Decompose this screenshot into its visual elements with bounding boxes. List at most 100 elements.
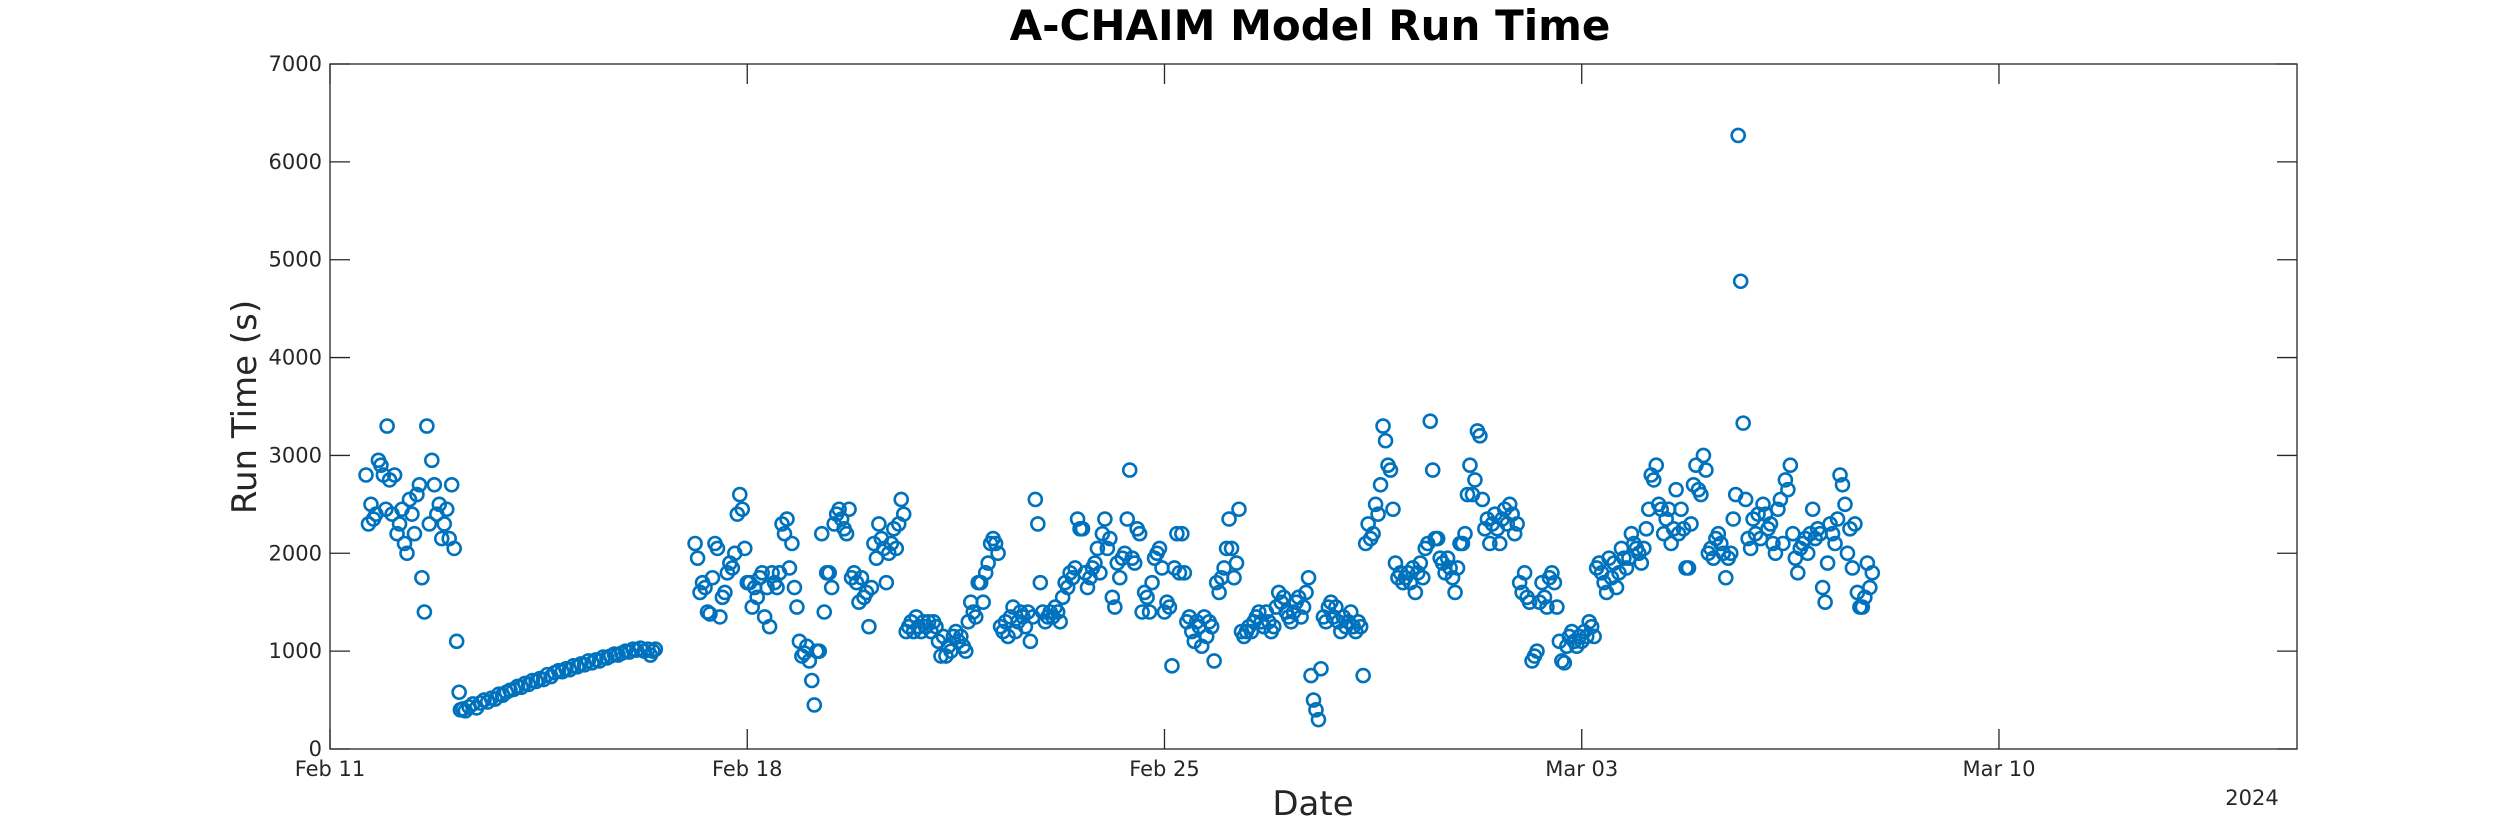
data-point: [1735, 415, 1751, 431]
data-point: [1121, 462, 1138, 478]
data-point: [1352, 618, 1369, 635]
data-point: [1544, 565, 1560, 581]
data-point: [1799, 545, 1816, 562]
data-point: [1174, 525, 1190, 542]
data-point: [1717, 569, 1734, 586]
data-point: [391, 516, 408, 532]
data-point: [414, 569, 430, 586]
data-point: [373, 457, 389, 474]
data-point: [731, 486, 748, 503]
data-point: [1104, 589, 1121, 606]
data-point: [1203, 618, 1220, 635]
data-point: [990, 545, 1006, 562]
data-point: [1375, 418, 1391, 434]
data-point: [379, 418, 395, 434]
data-point: [513, 679, 530, 696]
data-point: [957, 643, 974, 659]
data-point: [831, 501, 847, 518]
data-point: [1772, 491, 1789, 508]
data-point: [1265, 618, 1282, 635]
data-point: [1102, 530, 1118, 547]
data-point: [448, 633, 465, 650]
x-tick-label: Mar 10: [1962, 757, 2035, 781]
data-point: [1467, 472, 1483, 488]
data-point: [704, 569, 721, 586]
data-point: [1442, 560, 1458, 576]
chart-title: A-CHAIM Model Run Time: [1010, 1, 1611, 50]
data-point: [1367, 496, 1384, 513]
data-point: [888, 540, 905, 557]
data-point: [1017, 618, 1034, 635]
data-point: [1474, 491, 1491, 508]
data-point: [1126, 555, 1143, 571]
data-points: [358, 127, 1881, 728]
data-point: [1449, 560, 1466, 576]
data-point: [647, 641, 664, 657]
data-point: [1092, 565, 1108, 581]
y-tick-label: 4000: [269, 346, 322, 370]
data-point: [1377, 432, 1394, 449]
data-point: [1414, 569, 1431, 586]
data-point: [1141, 604, 1158, 620]
data-point: [928, 618, 944, 635]
data-point: [1546, 574, 1563, 591]
data-point: [1439, 550, 1456, 566]
data-point: [736, 540, 753, 557]
data-point: [419, 418, 435, 434]
data-point: [1228, 555, 1245, 571]
data-point: [386, 467, 403, 483]
data-point: [1482, 535, 1498, 552]
data-point: [1854, 599, 1871, 615]
data-point: [1755, 496, 1771, 513]
data-point: [433, 530, 450, 547]
data-point: [1673, 501, 1689, 518]
data-point: [1310, 711, 1327, 728]
data-point: [863, 579, 880, 596]
data-point: [689, 550, 706, 566]
y-tick-label: 5000: [269, 248, 322, 272]
data-point: [396, 535, 413, 552]
data-point: [438, 501, 455, 518]
data-point: [645, 643, 661, 659]
data-point: [1298, 584, 1314, 601]
data-point: [1730, 127, 1746, 144]
data-point: [1342, 604, 1359, 620]
data-point: [1804, 501, 1821, 518]
data-point: [1089, 540, 1106, 557]
data-point: [776, 525, 793, 542]
data-point: [1837, 496, 1853, 513]
y-tick-label: 1000: [269, 639, 322, 663]
data-point: [1308, 702, 1324, 718]
data-point: [967, 609, 984, 625]
data-point: [779, 511, 795, 527]
data-point: [1206, 653, 1222, 669]
data-point: [801, 653, 818, 669]
data-point: [1457, 525, 1473, 542]
data-point: [821, 565, 838, 581]
data-point: [1658, 511, 1674, 527]
data-point: [1713, 535, 1729, 552]
data-point: [1554, 653, 1570, 669]
data-point: [1824, 525, 1841, 542]
data-point: [1462, 457, 1478, 474]
data-point: [1722, 545, 1739, 562]
data-point: [853, 569, 870, 586]
data-point: [358, 467, 374, 483]
data-point: [1725, 511, 1742, 527]
data-point: [1382, 462, 1399, 478]
data-point: [1556, 655, 1573, 671]
data-point: [1107, 599, 1123, 615]
data-point: [789, 599, 805, 615]
data-point: [1616, 550, 1632, 566]
data-point: [451, 684, 467, 701]
data-point: [987, 535, 1004, 552]
data-point: [811, 643, 828, 659]
data-point: [1131, 525, 1148, 542]
year-label: 2024: [2225, 786, 2278, 810]
data-point: [1139, 589, 1155, 606]
data-point: [1161, 599, 1178, 615]
data-point: [1119, 511, 1136, 527]
data-point: [1698, 462, 1714, 478]
data-point: [754, 565, 770, 581]
